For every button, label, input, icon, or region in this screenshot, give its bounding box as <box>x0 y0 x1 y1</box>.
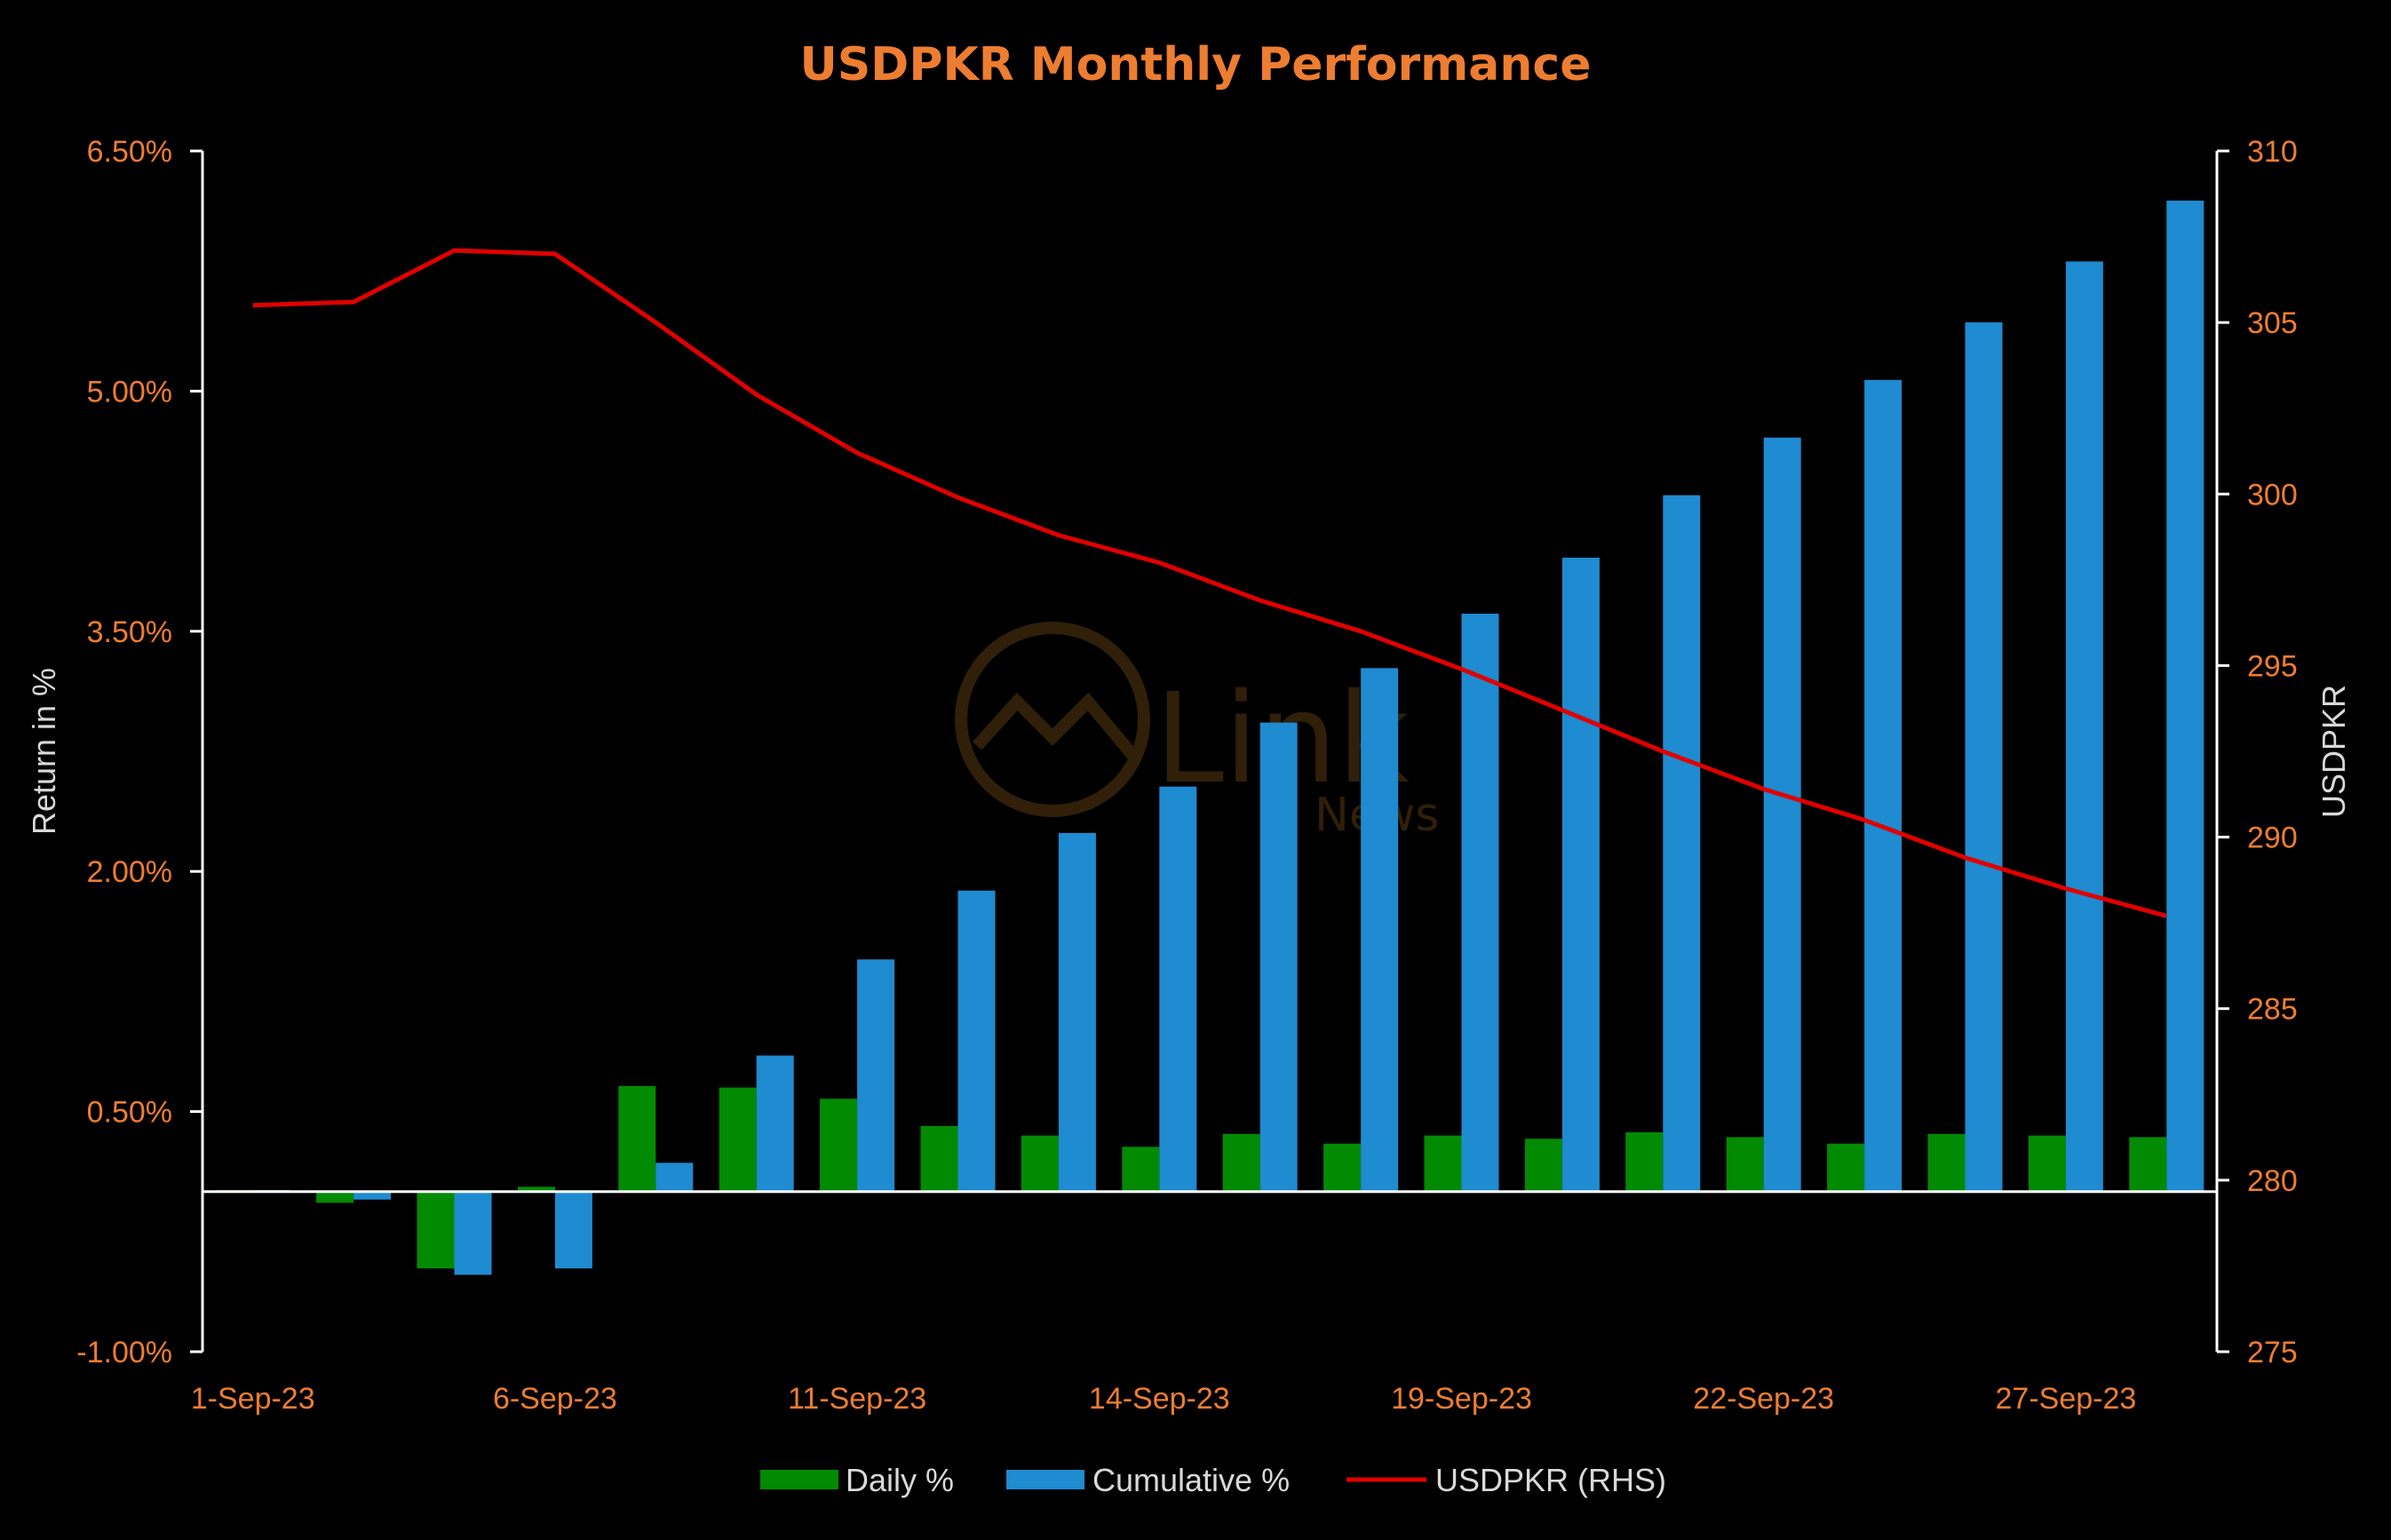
cumulative-bar-17 <box>1965 321 2003 1192</box>
daily-bar-2 <box>417 1191 455 1269</box>
ytick-label-1: 5.00% <box>87 375 172 409</box>
cumulative-bar-9 <box>1159 786 1197 1192</box>
cumulative-bar-15 <box>1763 437 1801 1192</box>
cumulative-bar-2 <box>454 1191 492 1275</box>
left-axis-ticks: 6.50% 5.00% 3.50% 2.00% 0.50% -1.00% <box>76 135 203 1369</box>
cumulative-bar-12 <box>1461 614 1499 1192</box>
xtick-label-6: 27-Sep-23 <box>1996 1382 2137 1416</box>
y2tick-label-4: 290 <box>2247 822 2298 855</box>
daily-bar-11 <box>1323 1143 1362 1192</box>
xtick-label-3: 14-Sep-23 <box>1089 1382 1230 1416</box>
daily-bar-5 <box>719 1087 757 1192</box>
daily-bar-1 <box>316 1191 354 1203</box>
daily-bar-4 <box>618 1085 656 1192</box>
chart-title: USDPKR Monthly Performance <box>800 38 1592 91</box>
daily-bar-14 <box>1625 1132 1664 1192</box>
cumulative-bar-3 <box>554 1191 592 1269</box>
right-axis-ticks: 310 305 300 295 290 285 280 275 <box>2217 135 2298 1369</box>
daily-bar-10 <box>1222 1133 1260 1192</box>
legend-cumulative-swatch <box>1006 1470 1084 1489</box>
xtick-label-4: 19-Sep-23 <box>1391 1382 1532 1416</box>
daily-bar-15 <box>1726 1137 1764 1192</box>
ytick-label-5: -1.00% <box>76 1336 172 1369</box>
line-series <box>252 248 2167 918</box>
watermark-ring <box>955 622 1150 817</box>
y2tick-label-2: 300 <box>2247 478 2298 512</box>
legend-cumulative-label: Cumulative % <box>1092 1462 1290 1498</box>
cumulative-bar-10 <box>1259 722 1298 1192</box>
daily-bar-6 <box>820 1099 858 1192</box>
y2tick-label-5: 285 <box>2247 993 2298 1027</box>
cumulative-bar-13 <box>1561 557 1600 1192</box>
xtick-label-5: 22-Sep-23 <box>1693 1382 1834 1416</box>
y2-axis-label: USDPKR <box>2316 685 2352 818</box>
xtick-label-2: 11-Sep-23 <box>788 1382 926 1416</box>
cumulative-bar-19 <box>2166 200 2204 1192</box>
bar-series <box>215 200 2204 1275</box>
axes <box>201 151 2219 1352</box>
y2tick-label-0: 310 <box>2247 135 2298 169</box>
ytick-label-0: 6.50% <box>87 135 172 169</box>
daily-bar-3 <box>517 1187 555 1192</box>
xtick-label-1: 6-Sep-23 <box>493 1382 617 1416</box>
y2tick-label-1: 305 <box>2247 306 2298 340</box>
daily-bar-16 <box>1827 1143 1865 1192</box>
legend: Daily % Cumulative % USDPKR (RHS) <box>760 1462 1666 1498</box>
y2tick-label-7: 275 <box>2247 1336 2298 1369</box>
xtick-label-0: 1-Sep-23 <box>191 1382 315 1416</box>
daily-bar-8 <box>1021 1135 1059 1192</box>
ytick-label-4: 0.50% <box>87 1096 172 1130</box>
cumulative-bar-16 <box>1864 379 1902 1192</box>
daily-bar-13 <box>1524 1139 1562 1192</box>
cumulative-bar-11 <box>1361 668 1399 1192</box>
cumulative-bar-6 <box>857 959 895 1192</box>
watermark-zigzag <box>972 692 1138 759</box>
y-axis-label: Return in % <box>26 668 62 835</box>
daily-bar-18 <box>2028 1135 2066 1192</box>
daily-bar-19 <box>2129 1137 2167 1192</box>
cumulative-bar-18 <box>2065 261 2103 1192</box>
daily-bar-12 <box>1424 1135 1462 1192</box>
x-axis-ticks: 1-Sep-23 6-Sep-23 11-Sep-23 14-Sep-23 19-Sep… <box>191 1382 2137 1416</box>
ytick-label-3: 2.00% <box>87 855 172 889</box>
daily-bar-17 <box>1927 1133 1966 1192</box>
cumulative-bar-7 <box>957 890 996 1192</box>
legend-usdpkr-label: USDPKR (RHS) <box>1435 1462 1666 1498</box>
cumulative-bar-8 <box>1058 832 1096 1192</box>
cumulative-bar-1 <box>353 1191 392 1200</box>
daily-bar-7 <box>920 1125 958 1192</box>
ytick-label-2: 3.50% <box>87 615 172 649</box>
cumulative-bar-14 <box>1663 495 1701 1192</box>
cumulative-bar-4 <box>655 1163 694 1192</box>
y2tick-label-3: 295 <box>2247 649 2298 683</box>
legend-daily-swatch <box>760 1470 838 1489</box>
y2tick-label-6: 280 <box>2247 1164 2298 1198</box>
cumulative-bar-5 <box>756 1055 794 1192</box>
legend-daily-label: Daily % <box>846 1462 954 1498</box>
usdpkr-line <box>252 248 2167 918</box>
daily-bar-9 <box>1122 1147 1160 1192</box>
